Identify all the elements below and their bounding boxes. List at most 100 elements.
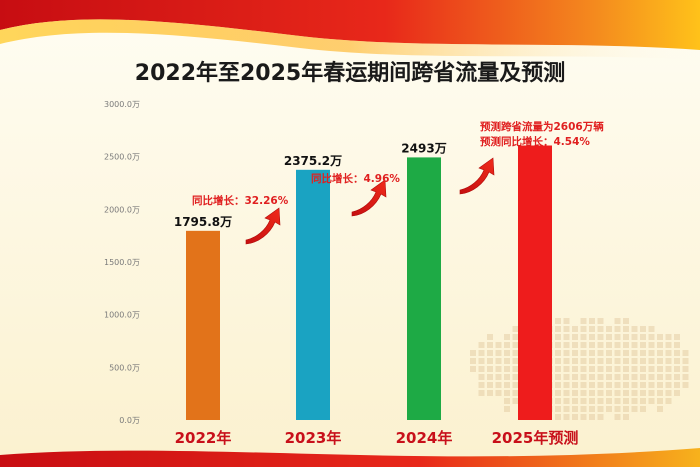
map-dot (631, 406, 638, 412)
map-dot (597, 414, 604, 420)
map-dot (563, 382, 570, 388)
map-dot (555, 406, 561, 412)
map-dot (572, 326, 578, 332)
x-tick-label: 2025年预测 (492, 429, 579, 447)
map-dot (623, 358, 629, 364)
map-dot (572, 398, 578, 404)
map-dot (606, 342, 612, 348)
map-dot (504, 358, 510, 364)
map-dot (665, 366, 672, 372)
bars (186, 145, 552, 421)
map-dot (512, 398, 519, 404)
map-dot (512, 374, 519, 380)
map-dot (589, 398, 595, 404)
map-dot (563, 414, 570, 420)
bar-value-label: 2493万 (401, 141, 446, 155)
map-dot (631, 390, 638, 396)
map-dot (614, 342, 621, 348)
top-swoosh (0, 0, 700, 50)
map-dot (674, 390, 680, 396)
map-dot (631, 382, 638, 388)
map-dot (572, 366, 578, 372)
x-tick-label: 2024年 (396, 429, 453, 447)
map-dot (504, 390, 510, 396)
map-dot (572, 358, 578, 364)
map-dot (589, 390, 595, 396)
map-dot (580, 374, 587, 380)
map-dot (504, 398, 510, 404)
map-dot (555, 382, 561, 388)
map-dot (512, 366, 519, 372)
map-dot (555, 390, 561, 396)
map-dot (648, 350, 655, 356)
map-dot (640, 358, 646, 364)
map-dot (470, 358, 476, 364)
map-dot (495, 342, 502, 348)
growth-arrows (245, 157, 495, 245)
map-dot (478, 350, 485, 356)
map-dot (572, 414, 578, 420)
map-dot (665, 334, 672, 340)
map-dot (640, 382, 646, 388)
map-dot (623, 318, 629, 324)
map-dot (555, 374, 561, 380)
map-dot (572, 374, 578, 380)
map-dot (589, 374, 595, 380)
map-dot (606, 358, 612, 364)
map-dot (580, 358, 587, 364)
map-dot (495, 350, 502, 356)
map-dot (487, 342, 493, 348)
map-dot (589, 350, 595, 356)
map-dot (580, 342, 587, 348)
map-dot (495, 358, 502, 364)
map-dot (614, 414, 621, 420)
map-dot (478, 382, 485, 388)
map-dot (606, 390, 612, 396)
map-dot (657, 350, 663, 356)
map-dot (580, 398, 587, 404)
map-dot (512, 326, 519, 332)
map-dot (623, 350, 629, 356)
map-dot (572, 334, 578, 340)
bar-value-label: 2375.2万 (284, 154, 342, 168)
y-tick-label: 1500.0万 (104, 258, 140, 267)
map-dot (589, 366, 595, 372)
map-dot (682, 358, 689, 364)
map-dot (631, 342, 638, 348)
map-dot (631, 366, 638, 372)
map-dot (623, 414, 629, 420)
map-dot (623, 406, 629, 412)
map-dot (504, 406, 510, 412)
map-dot (555, 366, 561, 372)
map-dot (657, 342, 663, 348)
map-dot (682, 366, 689, 372)
growth-arrow-icon (459, 157, 495, 195)
map-dot (606, 382, 612, 388)
map-dot (563, 366, 570, 372)
map-dot (657, 374, 663, 380)
map-dot (606, 334, 612, 340)
map-dot (555, 358, 561, 364)
map-dot (674, 366, 680, 372)
map-dot (589, 318, 595, 324)
map-dot (648, 366, 655, 372)
annotation-label: 预测跨省流量为2606万辆 (480, 120, 604, 133)
map-dot (606, 350, 612, 356)
map-dot (640, 406, 646, 412)
y-axis: 0.0万 500.0万 1000.0万 1500.0万 2000.0万 2500.0万 30… (104, 100, 140, 425)
map-dot (597, 326, 604, 332)
x-axis: 2022年 2023年 2024年 2025年预测 (175, 429, 579, 447)
map-dot (597, 374, 604, 380)
map-dot (606, 398, 612, 404)
map-dot (640, 350, 646, 356)
annotation-label: 同比增长：32.26% (192, 194, 289, 207)
map-dot (487, 390, 493, 396)
map-dot (614, 390, 621, 396)
map-dot (589, 326, 595, 332)
map-dot (589, 406, 595, 412)
map-dot (640, 326, 646, 332)
map-dot (674, 374, 680, 380)
map-dot (470, 350, 476, 356)
map-dot (623, 390, 629, 396)
